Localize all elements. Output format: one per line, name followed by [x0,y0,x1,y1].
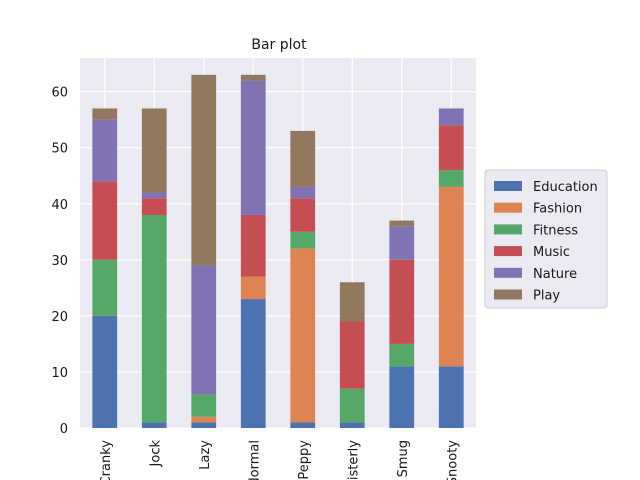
x-tick-label: Cranky [99,440,114,480]
bar-segment [92,181,118,260]
y-tick-label: 40 [51,198,68,213]
x-tick-label: Jock [148,440,163,468]
bars [92,74,464,428]
bar-segment [438,366,464,428]
legend: Education Fashion Fitness Music Nature Play [484,169,608,309]
bar-segment [191,265,217,395]
y-tick-label: 50 [51,142,68,157]
legend-swatch [494,224,522,235]
bar-segment [240,74,266,81]
y-axis: 0 10 20 30 40 50 60 [51,86,68,437]
x-axis: Cranky Jock Lazy Normal Peppy Sisterly Smug Sno… [99,440,461,480]
x-tick-label: Sisterly [346,440,361,480]
bar-segment [191,416,217,423]
bar-segment [240,214,266,277]
bar-segment [389,343,415,367]
bar-segment [290,231,316,249]
bar-segment [290,198,316,232]
y-tick-label: 60 [51,86,68,101]
y-tick-label: 30 [51,254,68,269]
y-tick-label: 10 [51,366,68,381]
x-tick-label: Snooty [445,440,460,480]
legend-swatch [494,202,522,213]
bar-segment [290,186,316,199]
legend-label: Fitness [533,223,578,238]
bar-segment [92,108,118,120]
y-tick-label: 0 [60,422,68,437]
legend-label: Education [533,180,598,195]
y-tick-label: 20 [51,310,68,325]
x-tick-label: Peppy [297,440,312,480]
bar-segment [438,125,464,171]
bar-segment [339,282,365,322]
x-tick-label: Smug [396,440,411,477]
legend-swatch [494,267,522,278]
chart-title: Bar plot [251,37,307,53]
bar-segment [389,226,415,260]
bar-segment [141,192,167,199]
bar-segment [191,394,217,417]
bar-segment [438,170,464,187]
bar-segment [290,248,316,423]
x-tick-label: Lazy [198,440,213,470]
bar-segment [92,315,118,428]
bar-segment [438,108,464,126]
legend-label: Music [533,245,570,260]
bar-segment [389,259,415,344]
bar-segment [141,108,167,193]
bar-segment [290,422,316,428]
bar-segment [339,388,365,423]
bar-segment [191,422,217,428]
bar-segment [389,220,415,227]
bar-segment [240,80,266,215]
bar-segment [240,299,266,428]
bar-segment [92,119,118,182]
bar-segment [438,186,464,367]
bar-segment [141,214,167,423]
legend-swatch [494,181,522,191]
bar-segment [339,422,365,428]
legend-swatch [494,246,522,257]
bar-segment [141,198,167,215]
legend-label: Play [533,289,560,304]
legend-label: Fashion [533,202,582,217]
bar-segment [141,422,167,428]
bar-segment [389,366,415,428]
bar-segment [290,130,316,187]
bar-segment [191,74,217,266]
bar-segment [339,321,365,389]
legend-swatch [494,289,522,300]
bar-segment [240,276,266,300]
legend-label: Nature [533,267,577,282]
x-tick-label: Normal [247,440,262,480]
bar-segment [92,259,118,316]
